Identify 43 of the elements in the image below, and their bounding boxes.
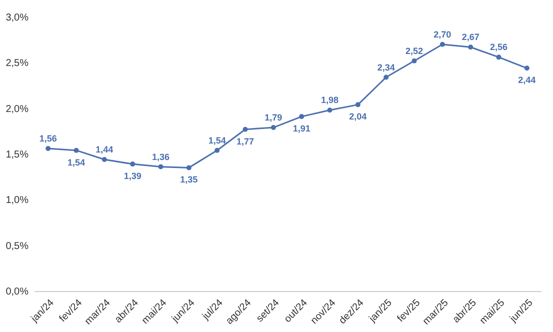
y-tick-label: 1,0% bbox=[6, 195, 29, 206]
data-label: 2,52 bbox=[405, 46, 424, 56]
point bbox=[468, 44, 474, 50]
point bbox=[102, 156, 107, 162]
point bbox=[524, 66, 530, 71]
y-tick-label: 0,0% bbox=[6, 286, 29, 298]
point bbox=[214, 148, 220, 153]
y-tick-label: 1,5% bbox=[6, 150, 29, 160]
point bbox=[440, 42, 445, 47]
point bbox=[412, 58, 417, 64]
data-label: 1,35 bbox=[180, 174, 198, 185]
point bbox=[74, 148, 79, 153]
data-label: 2,56 bbox=[490, 42, 508, 52]
point bbox=[130, 162, 136, 167]
data-label: 1,56 bbox=[39, 134, 57, 144]
point bbox=[46, 146, 51, 152]
data-label: 1,54 bbox=[208, 135, 226, 146]
y-tick-label: 2,0% bbox=[6, 104, 29, 115]
point bbox=[299, 114, 304, 120]
point bbox=[186, 165, 192, 170]
y-tick-label: 3,0% bbox=[6, 12, 29, 24]
data-label: 1,91 bbox=[292, 124, 310, 134]
data-label: 1,39 bbox=[124, 171, 142, 182]
point bbox=[355, 102, 360, 108]
point bbox=[327, 108, 332, 113]
data-label: 2,44 bbox=[518, 75, 536, 86]
data-label: 1,36 bbox=[152, 152, 170, 162]
data-label: 2,34 bbox=[377, 62, 395, 72]
data-label: 1,98 bbox=[320, 95, 339, 106]
y-tick-label: 2,5% bbox=[6, 58, 29, 70]
point bbox=[242, 126, 248, 132]
data-label: 1,79 bbox=[264, 112, 282, 123]
data-label: 1,54 bbox=[67, 157, 86, 168]
y-tick-label: 0,5% bbox=[6, 240, 29, 252]
data-label: 2,70 bbox=[434, 29, 452, 40]
point bbox=[158, 164, 164, 170]
data-label: 1,77 bbox=[236, 136, 254, 146]
point bbox=[270, 125, 276, 130]
point bbox=[384, 74, 389, 80]
data-label: 2,67 bbox=[462, 32, 480, 42]
data-label: 1,44 bbox=[96, 144, 114, 154]
point bbox=[496, 54, 502, 60]
data-label: 2,04 bbox=[349, 112, 367, 122]
